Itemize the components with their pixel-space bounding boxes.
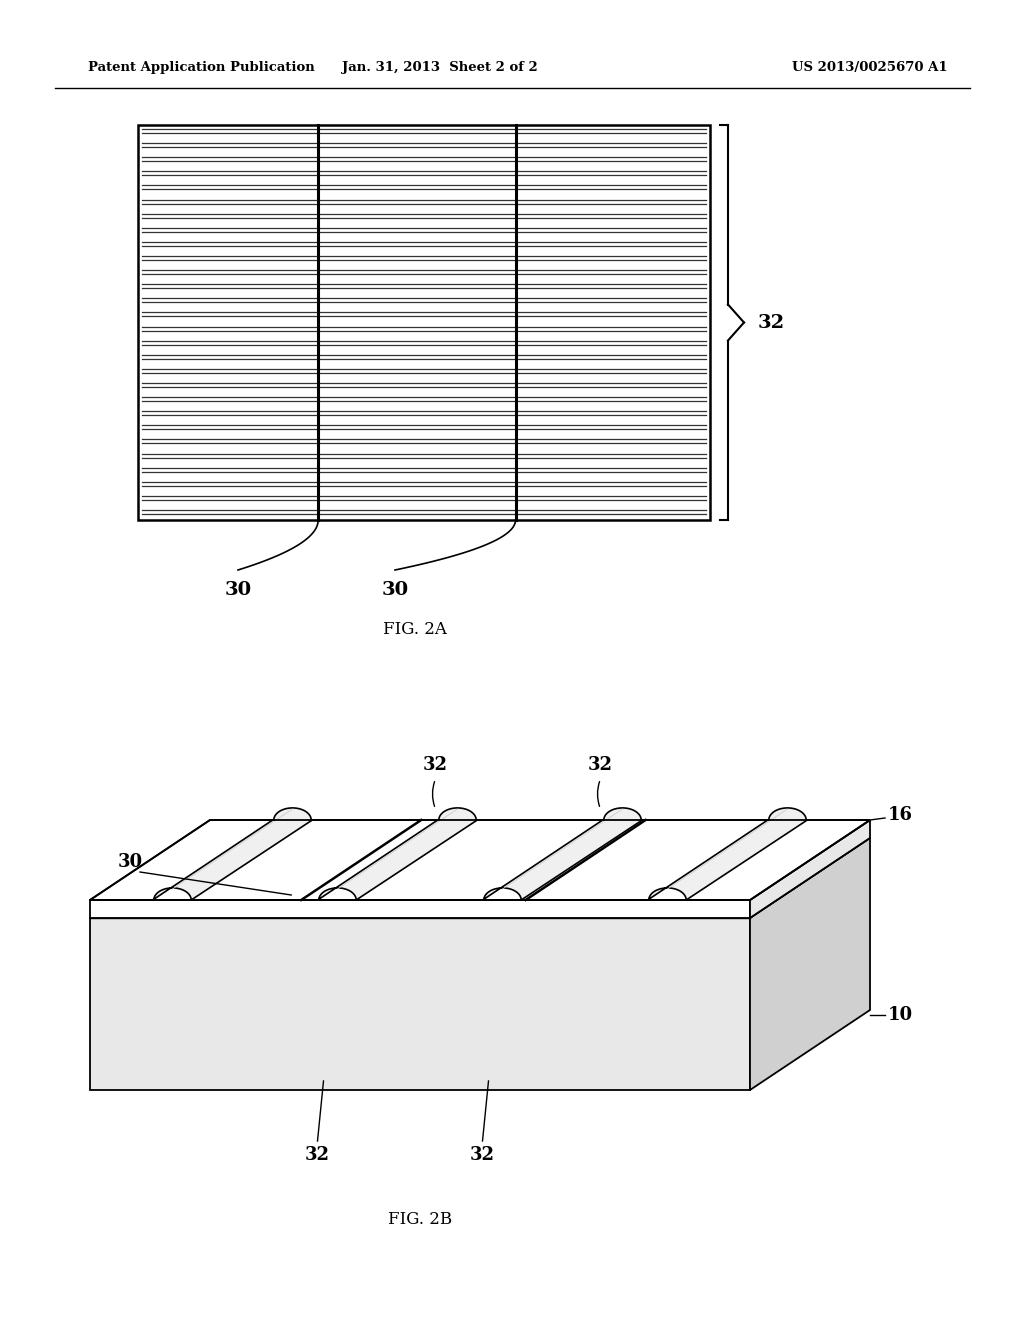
Polygon shape	[317, 808, 477, 900]
Text: 10: 10	[888, 1006, 913, 1024]
Polygon shape	[90, 917, 750, 1090]
Text: Jan. 31, 2013  Sheet 2 of 2: Jan. 31, 2013 Sheet 2 of 2	[342, 62, 538, 74]
Text: US 2013/0025670 A1: US 2013/0025670 A1	[793, 62, 948, 74]
Polygon shape	[648, 808, 807, 900]
Text: Patent Application Publication: Patent Application Publication	[88, 62, 314, 74]
Text: 30: 30	[224, 581, 252, 599]
Text: 32: 32	[758, 314, 785, 331]
Text: 30: 30	[381, 581, 409, 599]
Polygon shape	[153, 808, 312, 900]
Text: 32: 32	[305, 1146, 330, 1164]
Text: 32: 32	[588, 756, 613, 774]
Polygon shape	[482, 808, 642, 900]
Text: FIG. 2B: FIG. 2B	[388, 1212, 452, 1229]
Text: 30: 30	[118, 853, 143, 871]
Polygon shape	[90, 820, 870, 900]
Text: FIG. 2A: FIG. 2A	[383, 622, 446, 639]
Text: 16: 16	[888, 807, 913, 824]
Polygon shape	[750, 838, 870, 1090]
Polygon shape	[750, 820, 870, 917]
Text: 32: 32	[470, 1146, 495, 1164]
Polygon shape	[90, 900, 750, 917]
Text: 32: 32	[423, 756, 449, 774]
Bar	[138, 125, 710, 520]
